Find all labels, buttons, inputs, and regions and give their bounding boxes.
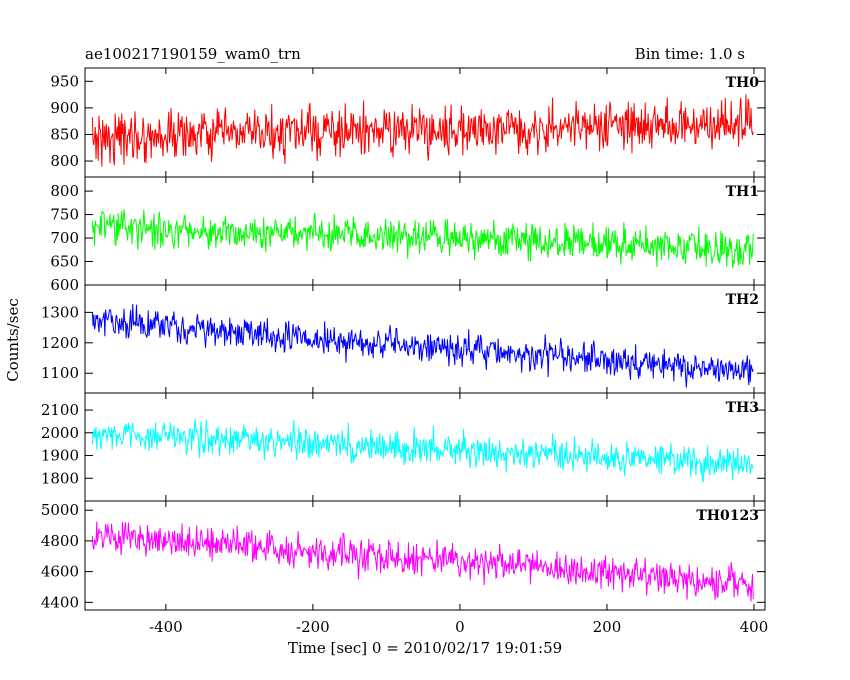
y-tick-label: 650 [50, 253, 79, 271]
x-tick-label: 400 [740, 618, 769, 636]
panel-th2: 1100 1200 1300 TH2 [41, 284, 766, 394]
panel-frame [84, 500, 766, 611]
panels-group: 800 850 900 950 TH0 600 650 700 750 800 TH1 1100 120… [41, 67, 766, 611]
panel-th0: 800 850 900 950 TH0 [50, 67, 766, 178]
x-tick-label: -200 [296, 618, 330, 636]
y-tick-label: 5000 [41, 501, 79, 519]
y-tick-label: 850 [50, 125, 79, 143]
x-tick-label: 200 [593, 618, 622, 636]
y-tick-label: 700 [50, 229, 79, 247]
y-tick-label: 950 [50, 72, 79, 90]
series-label: TH0 [726, 75, 760, 91]
y-tick-label: 750 [50, 206, 79, 224]
series-label: TH2 [726, 292, 759, 308]
series-label: TH0123 [696, 508, 759, 524]
y-tick-label: 1800 [41, 469, 79, 487]
bin-time-label: Bin time: 1.0 s [635, 45, 745, 63]
y-tick-label: 2000 [41, 424, 79, 442]
y-tick-label: 800 [50, 152, 79, 170]
y-tick-label: 4600 [41, 563, 79, 581]
panel-th1: 600 650 700 750 800 TH1 [50, 176, 766, 294]
y-tick-label: 600 [50, 276, 79, 294]
y-tick-label: 1200 [41, 334, 79, 352]
series-line-th2 [91, 303, 754, 388]
series-label: TH3 [726, 400, 759, 416]
y-tick-label: 4800 [41, 532, 79, 550]
y-tick-label: 2100 [41, 401, 79, 419]
panel-th3: 1800 1900 2000 2100 TH3 [41, 392, 766, 502]
y-tick-label: 4400 [41, 593, 79, 611]
series-line-th1 [91, 208, 754, 269]
x-axis: -400 -200 0 200 400 [149, 618, 768, 636]
series-line-th3 [91, 418, 754, 483]
y-tick-label: 1900 [41, 447, 79, 465]
y-tick-label: 800 [50, 182, 79, 200]
y-axis-title: Counts/sec [4, 298, 22, 382]
panel-th0123: 4400 4600 4800 5000 TH0123 [41, 500, 766, 611]
series-line-th0 [91, 94, 754, 167]
x-tick-label: 0 [455, 618, 465, 636]
series-label: TH1 [726, 184, 759, 200]
series-line-th0123 [91, 521, 754, 602]
y-tick-label: 1100 [41, 364, 79, 382]
y-tick-label: 900 [50, 99, 79, 117]
chart-title: ae100217190159_wam0_trn [85, 45, 301, 63]
x-axis-title: Time [sec] 0 = 2010/02/17 19:01:59 [288, 639, 562, 657]
y-tick-label: 1300 [41, 303, 79, 321]
x-tick-label: -400 [149, 618, 183, 636]
